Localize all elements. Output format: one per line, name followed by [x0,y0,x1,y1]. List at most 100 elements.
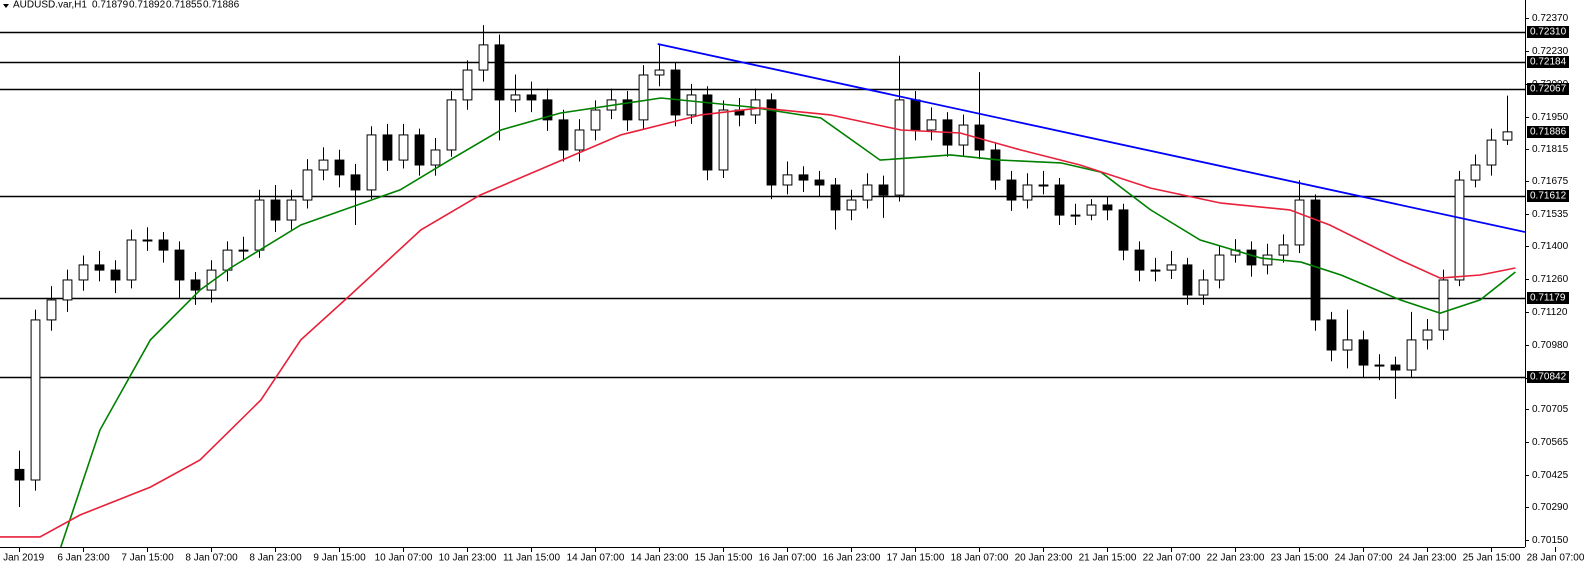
level-label-box [1527,26,1569,38]
candle-body [286,199,297,221]
x-tick-label: 14 Jan 07:00 [567,553,625,564]
x-tick-label: 18 Jan 07:00 [951,553,1009,564]
x-tick-label: 22 Jan 23:00 [1207,553,1265,564]
candle-body [78,264,89,281]
x-tick-label: 28 Jan 07:00 [1527,553,1585,564]
x-tick-label: 21 Jan 15:00 [1079,553,1137,564]
level-label: 0.71612 [1530,191,1567,202]
candle-body [878,184,889,196]
candle-body [398,134,409,161]
y-tick-label: 0.70705 [1532,404,1569,415]
candle-body [1454,179,1465,281]
candle-body [30,319,41,481]
x-tick-label: 17 Jan 15:00 [887,553,945,564]
x-tick-label: 22 Jan 07:00 [1143,553,1201,564]
x-tick-label: 9 Jan 15:00 [313,553,366,564]
candle-body [46,299,57,321]
candle-body [814,179,825,186]
x-tick-label: 8 Jan 23:00 [249,553,302,564]
y-tick-label: 0.70425 [1532,470,1569,481]
candle-body [1102,204,1113,211]
level-label-box [1527,292,1569,304]
candle-body [526,94,537,101]
candle-body [254,199,265,251]
candle-body [1310,199,1321,321]
x-tick-label: 24 Jan 07:00 [1335,553,1393,564]
candle-body [478,44,489,71]
y-tick-label: 0.71400 [1532,241,1569,252]
candle-body [1406,339,1417,371]
candle-body [334,159,345,176]
candle-body [1374,364,1385,367]
y-tick-label: 0.71950 [1532,112,1569,123]
header-symbol: AUDUSD.var,H1 [13,0,87,11]
candle-body [990,149,1001,181]
y-tick-label: 0.70290 [1532,502,1569,513]
level-label: 0.72184 [1530,57,1567,68]
candle-body [190,279,201,291]
candle-body [686,94,697,116]
moving-average [60,97,1516,547]
candle-body [1422,329,1433,341]
level-label-box [1527,371,1569,383]
x-tick-label: 6 Jan 23:00 [57,553,110,564]
candle-body [798,174,809,181]
candle-body [1342,339,1353,351]
y-tick-label: 0.71675 [1532,176,1569,187]
level-label: 0.70842 [1530,372,1567,383]
candle-body [494,44,505,101]
candle-body [510,94,521,101]
candle-body [782,174,793,186]
header-value: 0.71855 [166,0,203,11]
candle-body [1150,269,1161,272]
y-tick-label: 0.72230 [1532,46,1569,57]
candle-body [1054,184,1065,216]
y-tick-label: 0.71260 [1532,274,1569,285]
x-tick-label: 10 Jan 23:00 [439,553,497,564]
candle-body [318,159,329,171]
plot-area [0,25,1525,547]
level-label-box [1527,190,1569,202]
candle-body [62,279,73,301]
candle-body [622,99,633,121]
candle-body [1038,184,1049,187]
candle-body [1246,249,1257,266]
level-label: 0.71179 [1530,293,1566,304]
trend-line [657,43,1525,233]
candle-body [174,249,185,281]
x-tick-label: 16 Jan 07:00 [759,553,817,564]
level-label-box [1527,56,1569,68]
candle-body [382,134,393,161]
x-tick-label: 10 Jan 07:00 [375,553,433,564]
candle-body [1166,264,1177,271]
candle-body [558,119,569,151]
candle-body [270,199,281,221]
x-tick-label: 20 Jan 23:00 [1015,553,1073,564]
candle-body [158,239,169,251]
x-tick-label: 14 Jan 23:00 [631,553,689,564]
candle-body [110,269,121,281]
candle-body [14,468,25,481]
candle-body [910,99,921,131]
y-tick-label: 0.71535 [1532,209,1569,220]
candle-body [206,269,217,291]
y-tick-label: 0.70565 [1532,437,1569,448]
header-value: 0.71886 [203,0,240,11]
candle-body [1134,249,1145,271]
candle-body [1358,339,1369,366]
candle-body [1006,179,1017,201]
candle-body [446,99,457,151]
x-tick-label: 15 Jan 15:00 [695,553,753,564]
candle-body [1070,214,1081,217]
candle-body [590,109,601,131]
x-tick-label: 23 Jan 15:00 [1271,553,1329,564]
candle-body [702,94,713,171]
candle-body [126,239,137,281]
candle-body [766,99,777,186]
x-tick-label: 7 Jan 15:00 [121,553,174,564]
candle-body [670,69,681,116]
candle-body [1182,264,1193,296]
candle-body [846,199,857,211]
